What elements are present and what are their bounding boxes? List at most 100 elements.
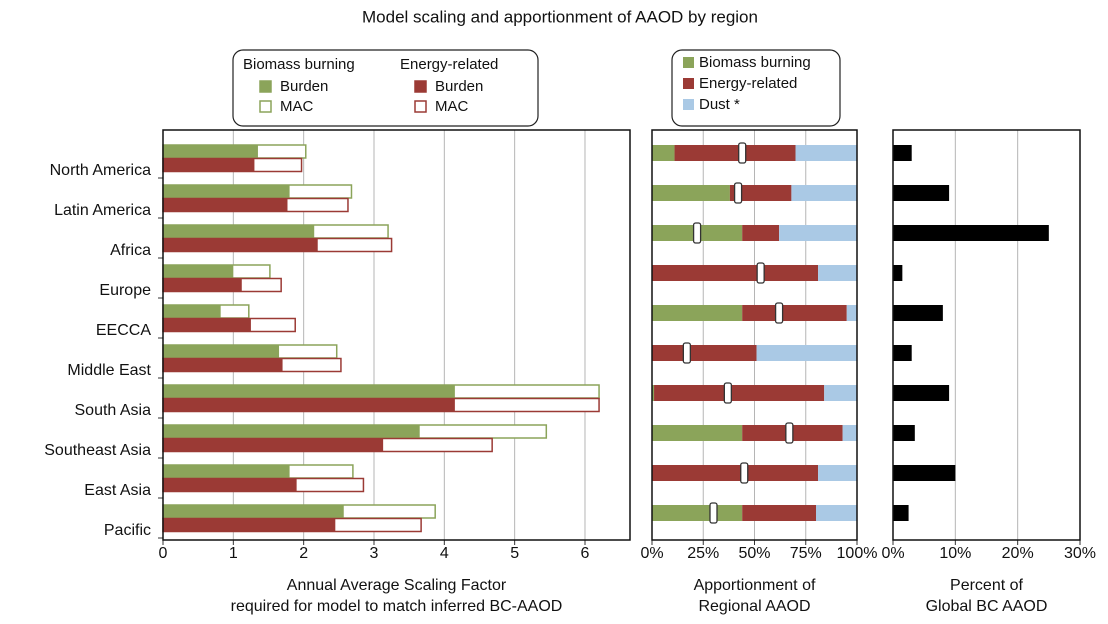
y-tick-label: South Asia [75,402,152,419]
bar-segment [729,185,792,201]
marker [682,342,691,364]
bar [163,278,242,292]
x-axis-label: Regional AAOD [698,598,810,615]
x-axis-label: Annual Average Scaling Factor [287,577,507,594]
bar-segment [652,385,655,401]
x-tick-label: 3 [370,545,379,562]
marker [733,182,743,204]
y-tick-label: EECCA [96,322,151,339]
y-tick-label: East Asia [84,482,151,499]
bar [163,345,280,358]
bar-segment [742,225,780,241]
x-tick-label: 10% [939,545,971,562]
bar [163,318,251,332]
bar-segment [652,305,743,321]
bar [163,358,283,372]
legend-swatch [414,100,427,113]
bar [893,305,943,321]
bar [893,345,912,361]
bar [163,398,455,412]
bar-segment [652,505,743,521]
x-axis-label: Global BC AAOD [926,598,1048,615]
legend-group-title: Biomass burning [243,56,355,73]
bar [163,185,290,198]
bar [893,145,912,161]
plot-border [651,129,858,541]
bar-segment [791,185,857,201]
bar-segment [779,225,857,241]
bar-segment [824,385,857,401]
marker [738,142,747,164]
bar [163,465,290,478]
x-axis-label: Percent of [950,577,1023,594]
bar [893,465,956,481]
legend-box [232,49,539,127]
bar-segment [652,345,757,361]
x-tick-label: 100% [837,545,878,562]
x-tick-label: 4 [440,545,449,562]
y-tick-label: Africa [110,242,151,259]
x-tick-label: 20% [1002,545,1034,562]
y-tick-label: Middle East [67,362,151,379]
marker [692,222,702,244]
bar-segment [652,265,819,281]
bar [163,145,258,158]
bar-segment [816,505,857,521]
bar [163,225,315,238]
marker [709,502,718,524]
bar [163,478,297,492]
bar [163,385,455,398]
x-tick-label: 30% [1064,545,1096,562]
legend-label: MAC [280,98,314,115]
x-tick-label: 0% [881,545,904,562]
bar-segment [742,505,816,521]
y-tick-label: Southeast Asia [44,442,151,459]
bar-segment [652,145,675,161]
x-tick-label: 6 [581,545,590,562]
bar-segment [756,345,857,361]
plot-border [162,129,631,541]
bar [163,518,336,532]
bar [163,265,234,278]
marker [756,262,765,284]
bar-segment [818,465,857,481]
marker [723,382,732,404]
bar-segment [652,425,743,441]
marker [785,422,794,444]
bar [893,385,950,401]
y-tick-label: North America [50,162,151,179]
bar-segment [742,305,847,321]
legend-swatch [414,80,427,93]
bar [163,438,384,452]
legend-swatch [683,78,694,89]
bar [163,425,420,438]
bar-segment [846,305,857,321]
bar [163,158,255,172]
marker [740,462,749,484]
legend-label: Dust * [699,96,740,113]
bar-segment [654,385,825,401]
bar-segment [818,265,857,281]
legend-label: Biomass burning [699,54,811,71]
bar [163,305,221,318]
bar [893,225,1049,241]
x-tick-label: 25% [687,545,719,562]
legend-swatch [683,99,694,110]
x-axis-label: Apportionment of [694,577,816,594]
x-axis-label: required for model to match inferred BC-… [231,598,563,615]
bar [163,198,288,212]
x-tick-label: 1 [229,545,238,562]
legend-group-title: Energy-related [400,56,498,73]
x-tick-label: 0 [159,545,168,562]
x-tick-label: 0% [640,545,663,562]
x-tick-label: 2 [299,545,308,562]
y-tick-label: Pacific [104,522,151,539]
bar [893,425,915,441]
legend-swatch [259,100,272,113]
bar [893,265,903,281]
legend-label: MAC [435,98,469,115]
marker [774,302,784,324]
legend-box [671,49,841,127]
legend-label: Energy-related [699,75,797,92]
legend-swatch [259,80,272,93]
